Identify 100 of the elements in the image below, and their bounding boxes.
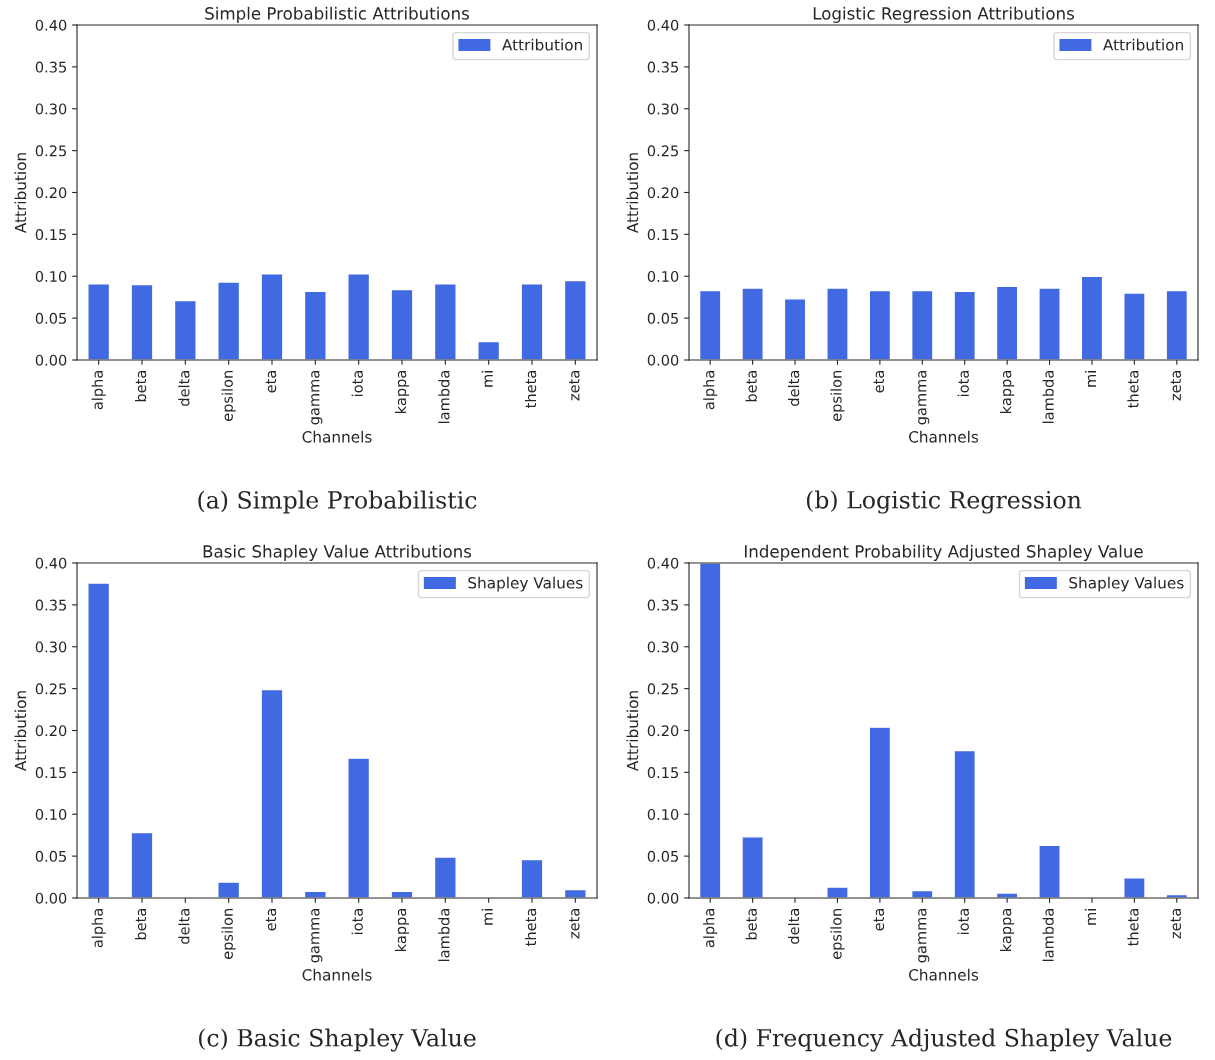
text: (c) Basic Shapley Value <box>199 1028 476 1052</box>
y-tick-label: 0.05 <box>35 850 66 862</box>
y-tick-label: 0.35 <box>35 599 66 611</box>
x-axis-title: Channels <box>909 430 979 443</box>
y-tick-label: 0.25 <box>647 145 678 157</box>
y-tick-label: 0.30 <box>35 641 67 653</box>
text: (d) Frequency Adjusted Shapley Value <box>716 1028 1172 1052</box>
bar <box>826 287 849 360</box>
y-tick-label: 0.20 <box>647 725 679 737</box>
x-tick-label: alpha <box>91 909 106 948</box>
x-tick-label: zeta <box>1170 371 1182 401</box>
x-tick-label: mi <box>481 909 493 925</box>
bar <box>995 285 1019 360</box>
y-tick-label: 0.00 <box>647 354 679 366</box>
bar <box>698 289 722 360</box>
x-tick-label: beta <box>134 371 147 402</box>
bar <box>826 886 849 898</box>
bar <box>1038 844 1061 898</box>
y-tick-label: 0.40 <box>35 557 67 569</box>
y-tick-label: 0.15 <box>35 229 66 241</box>
bar <box>87 283 111 360</box>
y-axis-title: Attribution <box>626 691 639 772</box>
x-tick-label: zeta <box>569 371 580 401</box>
x-tick-label: delta <box>787 371 800 406</box>
bar <box>783 298 807 360</box>
x-tick-label: mi <box>1084 371 1096 387</box>
legend-label: Attribution <box>1103 38 1183 51</box>
y-tick-label: 0.00 <box>35 892 67 904</box>
y-tick-label: 0.30 <box>647 641 679 653</box>
text: (b) Logistic Regression <box>806 490 1082 514</box>
bar <box>347 757 371 898</box>
y-tick-label: 0.20 <box>35 725 67 737</box>
y-tick-label: 0.35 <box>35 61 66 73</box>
x-tick-label: gamma <box>918 371 930 425</box>
bar <box>87 582 111 898</box>
legend-label: Shapley Values <box>468 576 583 592</box>
chart-title: Simple Probabilistic Attributions <box>205 6 469 23</box>
y-tick-label: 0.05 <box>35 312 66 324</box>
y-tick-label: 0.00 <box>647 892 679 904</box>
bar <box>1123 292 1146 360</box>
x-tick-label: beta <box>745 371 757 402</box>
x-tick-label: zeta <box>1170 909 1182 939</box>
x-axis-title: Channels <box>909 968 979 981</box>
chart-title: Basic Shapley Value Attributions <box>203 544 472 561</box>
x-tick-label: alpha <box>703 909 718 948</box>
y-tick-label: 0.35 <box>647 599 678 611</box>
x-tick-label: iota <box>957 909 969 934</box>
y-tick-label: 0.40 <box>647 557 679 569</box>
bar <box>390 288 414 360</box>
x-tick-label: theta <box>524 371 537 408</box>
y-tick-label: 0.25 <box>35 683 66 695</box>
bar <box>741 836 764 898</box>
x-tick-label: eta <box>873 371 885 393</box>
bar <box>520 858 544 898</box>
y-tick-label: 0.10 <box>35 270 67 282</box>
bar <box>1080 275 1104 360</box>
y-tick-label: 0.15 <box>35 767 66 779</box>
x-tick-label: kappa <box>394 909 410 951</box>
y-tick-label: 0.10 <box>647 270 679 282</box>
bar <box>433 856 457 898</box>
bar <box>741 287 764 360</box>
x-tick-label: delta <box>178 909 190 944</box>
bar <box>173 299 197 360</box>
bar <box>563 279 587 360</box>
chart-title: Logistic Regression Attributions <box>813 6 1074 23</box>
x-tick-label: epsilon <box>221 370 236 422</box>
y-tick-label: 0.20 <box>647 187 679 199</box>
x-tick-label: lambda <box>1042 909 1054 961</box>
x-tick-label: epsilon <box>830 370 845 422</box>
x-tick-label: kappa <box>1000 371 1015 413</box>
bar <box>260 688 284 898</box>
x-tick-label: epsilon <box>830 908 845 960</box>
x-tick-label: theta <box>1127 371 1139 408</box>
x-tick-label: iota <box>351 371 363 396</box>
y-tick-label: 0.10 <box>647 808 679 820</box>
bar <box>130 283 154 360</box>
bar <box>953 290 977 360</box>
text: (a) Simple Probabilistic <box>198 490 477 514</box>
x-tick-label: delta <box>787 909 800 944</box>
y-tick-label: 0.40 <box>647 19 679 31</box>
x-tick-label: delta <box>178 371 190 406</box>
x-tick-label: zeta <box>569 909 580 939</box>
y-tick-label: 0.15 <box>647 767 678 779</box>
x-axis-title: Channels <box>302 430 372 443</box>
bar <box>520 283 544 360</box>
y-tick-label: 0.30 <box>647 103 679 115</box>
bar <box>303 290 327 360</box>
y-tick-label: 0.40 <box>35 19 67 31</box>
bar <box>1165 289 1189 360</box>
x-axis-title: Channels <box>302 968 372 981</box>
x-tick-label: beta <box>134 909 147 940</box>
bar <box>698 563 722 898</box>
y-tick-label: 0.10 <box>35 808 67 820</box>
y-tick-label: 0.20 <box>35 187 67 199</box>
x-tick-label: gamma <box>311 909 323 963</box>
y-tick-label: 0.25 <box>647 683 678 695</box>
bar <box>868 726 892 898</box>
x-tick-label: iota <box>351 909 363 934</box>
y-tick-label: 0.30 <box>35 103 67 115</box>
x-tick-label: gamma <box>311 371 323 425</box>
